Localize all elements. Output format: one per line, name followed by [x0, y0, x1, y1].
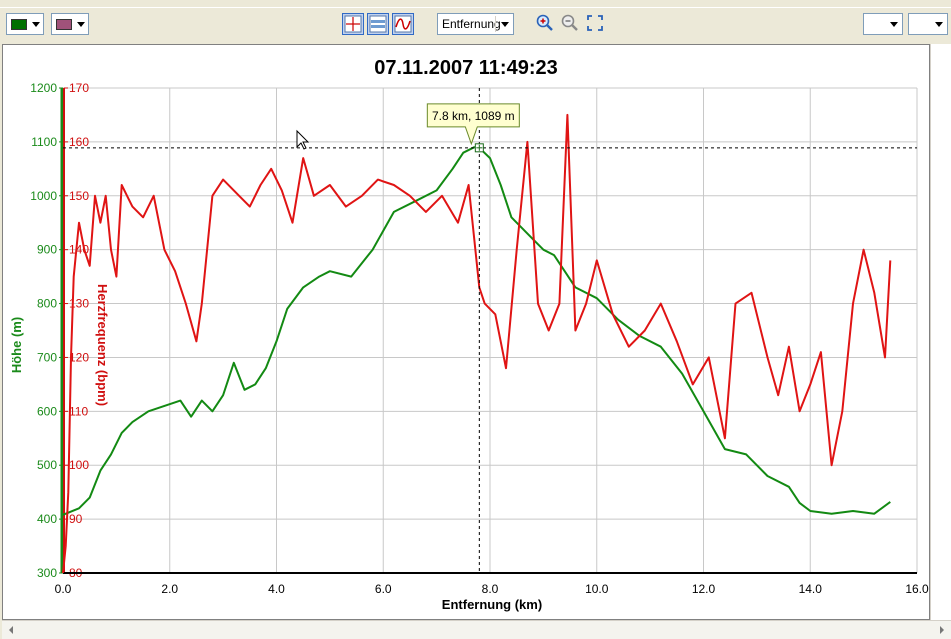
- y-tick-label: 1000: [30, 189, 57, 203]
- series-line-hoehe: [62, 146, 891, 516]
- y-tick-label: 800: [37, 297, 57, 311]
- right-panel: [930, 44, 951, 620]
- crosshair-icon: [344, 15, 362, 33]
- y2-axis-label: Herzfrequenz (bpm): [95, 284, 110, 406]
- chevron-down-icon: [890, 22, 898, 27]
- y2-tick-label: 130: [69, 297, 89, 311]
- y2-tick-label: 170: [69, 81, 89, 95]
- toolbar-divider: [0, 7, 951, 8]
- x-axis-select[interactable]: Entfernung: [437, 13, 514, 35]
- y-tick-label: 400: [37, 512, 57, 526]
- cursor-tooltip: [426, 103, 520, 146]
- right-select-1[interactable]: [863, 13, 903, 35]
- x-tick-label: 2.0: [161, 582, 178, 596]
- y-tick-label: 700: [37, 350, 57, 364]
- chevron-down-icon: [32, 22, 40, 27]
- plot-area: [60, 88, 917, 574]
- scroll-right-button[interactable]: [933, 622, 950, 638]
- series-line-herzfrequenz: [62, 113, 892, 574]
- x-tick-label: 12.0: [692, 582, 716, 596]
- zoom-out-icon: [561, 14, 578, 31]
- y-tick-label: 300: [37, 566, 57, 580]
- y2-tick-label: 100: [69, 458, 89, 472]
- y2-tick-label: 160: [69, 135, 89, 149]
- curve-tool-button[interactable]: [392, 13, 414, 35]
- x-tick-label: 8.0: [482, 582, 499, 596]
- zoom-fit-button[interactable]: [585, 13, 607, 35]
- y-axis-label: Höhe (m): [9, 317, 24, 373]
- y-tick-label: 1200: [30, 81, 57, 95]
- x-tick-label: 16.0: [905, 582, 929, 596]
- y-tick-label: 600: [37, 404, 57, 418]
- y-tick-label: 900: [37, 243, 57, 257]
- color-swatch-purple: [56, 19, 72, 30]
- x-tick-label: 14.0: [799, 582, 823, 596]
- x-axis-ticks: 0.0 2.0 4.0 6.0 8.0 10.0 12.0 14.0 16.0: [55, 582, 929, 596]
- zoom-in-button[interactable]: [535, 13, 557, 35]
- right-select-2[interactable]: [908, 13, 948, 35]
- x-tick-label: 0.0: [55, 582, 72, 596]
- horizontal-scrollbar[interactable]: [2, 620, 951, 639]
- x-tick-label: 4.0: [268, 582, 285, 596]
- chart-title: 07.11.2007 11:49:23: [374, 57, 558, 79]
- x-axis-select-value: Entfernung: [442, 17, 501, 31]
- y2-tick-label: 90: [69, 512, 83, 526]
- chevron-down-icon: [501, 22, 509, 27]
- bands-icon: [369, 15, 387, 33]
- dropdown-separator: [495, 16, 496, 32]
- mouse-pointer-icon: [296, 129, 310, 150]
- curve-icon: [394, 15, 412, 33]
- series2-color-picker[interactable]: [51, 13, 89, 35]
- zoom-in-icon: [536, 14, 553, 31]
- y2-tick-label: 110: [69, 404, 88, 418]
- cursor-readout: 7.8 km, 1089 m: [432, 109, 515, 123]
- x-axis-label: Entfernung (km): [442, 597, 542, 612]
- y2-tick-label: 120: [69, 350, 89, 364]
- x-tick-label: 10.0: [585, 582, 609, 596]
- zoom-fit-icon: [587, 15, 603, 31]
- series1-color-picker[interactable]: [6, 13, 44, 35]
- bands-tool-button[interactable]: [367, 13, 389, 35]
- chevron-down-icon: [935, 22, 943, 27]
- chart-panel: 300 400 500 600 700 800 900 1000 1100 1200 80 90 10…: [2, 44, 930, 620]
- y-tick-label: 500: [37, 458, 57, 472]
- crosshair-tool-button[interactable]: [342, 13, 364, 35]
- scroll-left-button[interactable]: [3, 622, 20, 638]
- left-axis-ticks: 300 400 500 600 700 800 900 1000 1100 1200: [30, 81, 63, 580]
- cursor-crosshair: 7.8 km, 1089 m: [63, 88, 917, 573]
- chevron-down-icon: [77, 22, 85, 27]
- toolbar: Entfernung: [0, 0, 951, 44]
- x-tick-label: 6.0: [375, 582, 392, 596]
- color-swatch-green: [11, 19, 27, 30]
- zoom-out-button[interactable]: [560, 13, 582, 35]
- y2-tick-label: 150: [69, 189, 89, 203]
- y-tick-label: 1100: [31, 135, 57, 149]
